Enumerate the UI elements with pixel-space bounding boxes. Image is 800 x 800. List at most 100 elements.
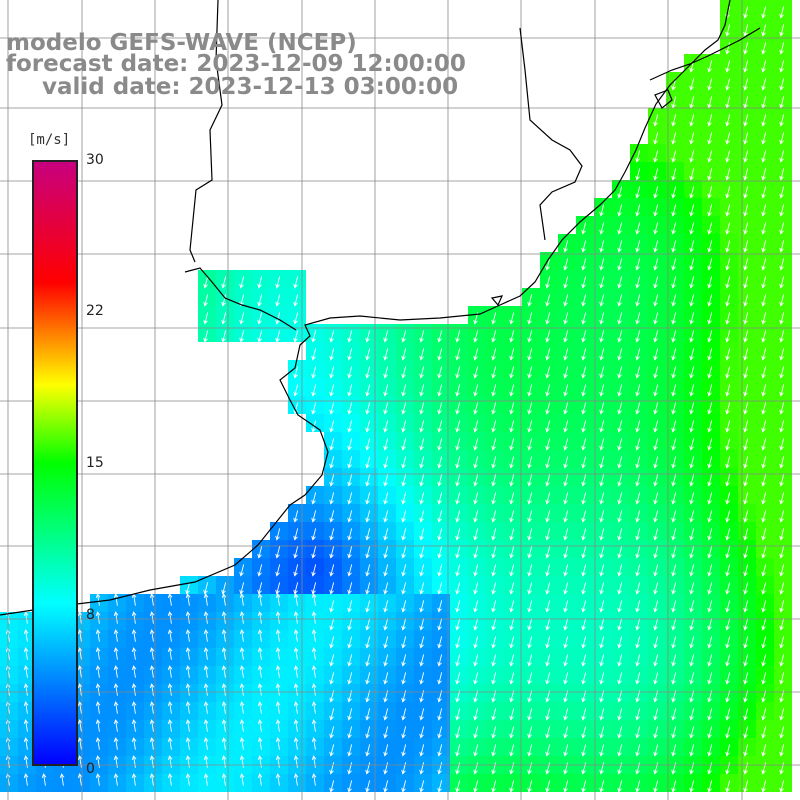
- wind-arrow: [761, 636, 767, 649]
- wind-arrow: [509, 600, 515, 613]
- wind-arrow: [455, 330, 461, 343]
- wind-arrow: [563, 636, 569, 649]
- wind-arrow: [707, 762, 713, 775]
- wind-arrow: [329, 672, 335, 685]
- wind-arrow: [617, 762, 623, 775]
- wind-arrow: [437, 582, 443, 595]
- wind-arrow: [131, 701, 137, 714]
- wind-arrow: [761, 528, 767, 541]
- wind-arrow: [77, 773, 83, 786]
- wind-arrow: [95, 737, 101, 750]
- wind-arrow: [599, 276, 605, 289]
- wind-arrow: [347, 780, 353, 793]
- wind-arrow: [563, 654, 569, 667]
- wind-arrow: [725, 366, 731, 379]
- wind-arrow: [455, 672, 461, 685]
- wind-arrow: [491, 546, 497, 559]
- wind-arrow: [365, 474, 371, 487]
- wind-arrow: [779, 348, 785, 361]
- wind-arrow: [311, 564, 317, 577]
- wind-arrow: [617, 528, 623, 541]
- wind-arrow: [473, 330, 479, 343]
- wind-arrow: [185, 665, 191, 678]
- wind-arrow: [617, 204, 623, 217]
- wind-arrow: [779, 420, 785, 433]
- wind-arrow: [779, 366, 785, 379]
- wind-arrow: [635, 402, 641, 415]
- wind-arrow: [527, 474, 533, 487]
- wind-arrow: [221, 629, 227, 642]
- wind-arrow: [653, 780, 659, 793]
- wind-arrow: [779, 402, 785, 415]
- wind-arrow: [563, 330, 569, 343]
- wind-arrow: [437, 474, 443, 487]
- wind-arrow: [383, 744, 389, 757]
- wind-arrow: [95, 665, 101, 678]
- wind-arrow: [473, 402, 479, 415]
- wind-arrow: [185, 647, 191, 660]
- lagoon-detail: [654, 89, 673, 109]
- wind-arrow: [311, 330, 317, 343]
- wind-arrow: [617, 474, 623, 487]
- wind-arrow: [671, 744, 677, 757]
- wind-arrow: [239, 294, 245, 307]
- wind-arrow: [383, 348, 389, 361]
- wind-arrow: [491, 744, 497, 757]
- wind-arrow: [563, 312, 569, 325]
- wind-arrow: [473, 366, 479, 379]
- wind-arrow: [257, 294, 263, 307]
- wind-arrow: [347, 330, 353, 343]
- wind-arrow: [563, 456, 569, 469]
- wind-arrow: [725, 312, 731, 325]
- wind-arrow: [167, 629, 173, 642]
- wind-arrow: [743, 402, 749, 415]
- wind-arrow: [491, 636, 497, 649]
- wind-arrow: [311, 492, 317, 505]
- wind-arrow: [707, 348, 713, 361]
- wind-arrow: [707, 546, 713, 559]
- wind-arrow: [545, 312, 551, 325]
- wind-arrow: [635, 168, 641, 181]
- wind-arrow: [311, 546, 317, 559]
- wind-arrow: [329, 780, 335, 793]
- wind-arrow: [23, 647, 29, 660]
- wind-arrow: [635, 474, 641, 487]
- wind-arrow: [581, 330, 587, 343]
- wind-arrow: [761, 258, 767, 271]
- colorbar-tick: 8: [86, 607, 95, 623]
- wind-arrow: [527, 420, 533, 433]
- wind-arrow: [599, 312, 605, 325]
- wind-arrow: [599, 600, 605, 613]
- wind-arrow: [311, 701, 317, 714]
- wind-arrow: [707, 492, 713, 505]
- wind-arrow: [77, 737, 83, 750]
- wind-arrow: [689, 258, 695, 271]
- wind-arrow: [275, 701, 281, 714]
- wind-arrow: [293, 629, 299, 642]
- wind-arrow: [113, 665, 119, 678]
- wind-arrow: [113, 773, 119, 786]
- wind-arrow: [455, 420, 461, 433]
- wind-arrow: [563, 528, 569, 541]
- wind-arrow: [527, 708, 533, 721]
- wind-arrow: [671, 150, 677, 163]
- wind-arrow: [401, 618, 407, 631]
- wind-arrow: [275, 593, 281, 606]
- wind-arrow: [653, 582, 659, 595]
- wind-arrow: [113, 683, 119, 696]
- wind-arrow: [617, 456, 623, 469]
- wind-arrow: [473, 438, 479, 451]
- wind-arrow: [725, 744, 731, 757]
- wind-arrow: [311, 366, 317, 379]
- wind-arrow: [383, 366, 389, 379]
- wind-arrow: [779, 780, 785, 793]
- wind-arrow: [347, 654, 353, 667]
- wind-arrow: [437, 528, 443, 541]
- wind-arrow: [635, 240, 641, 253]
- wind-arrow: [545, 402, 551, 415]
- wind-arrow: [347, 438, 353, 451]
- wind-arrow: [509, 744, 515, 757]
- wind-arrow: [473, 780, 479, 793]
- wind-arrow: [689, 222, 695, 235]
